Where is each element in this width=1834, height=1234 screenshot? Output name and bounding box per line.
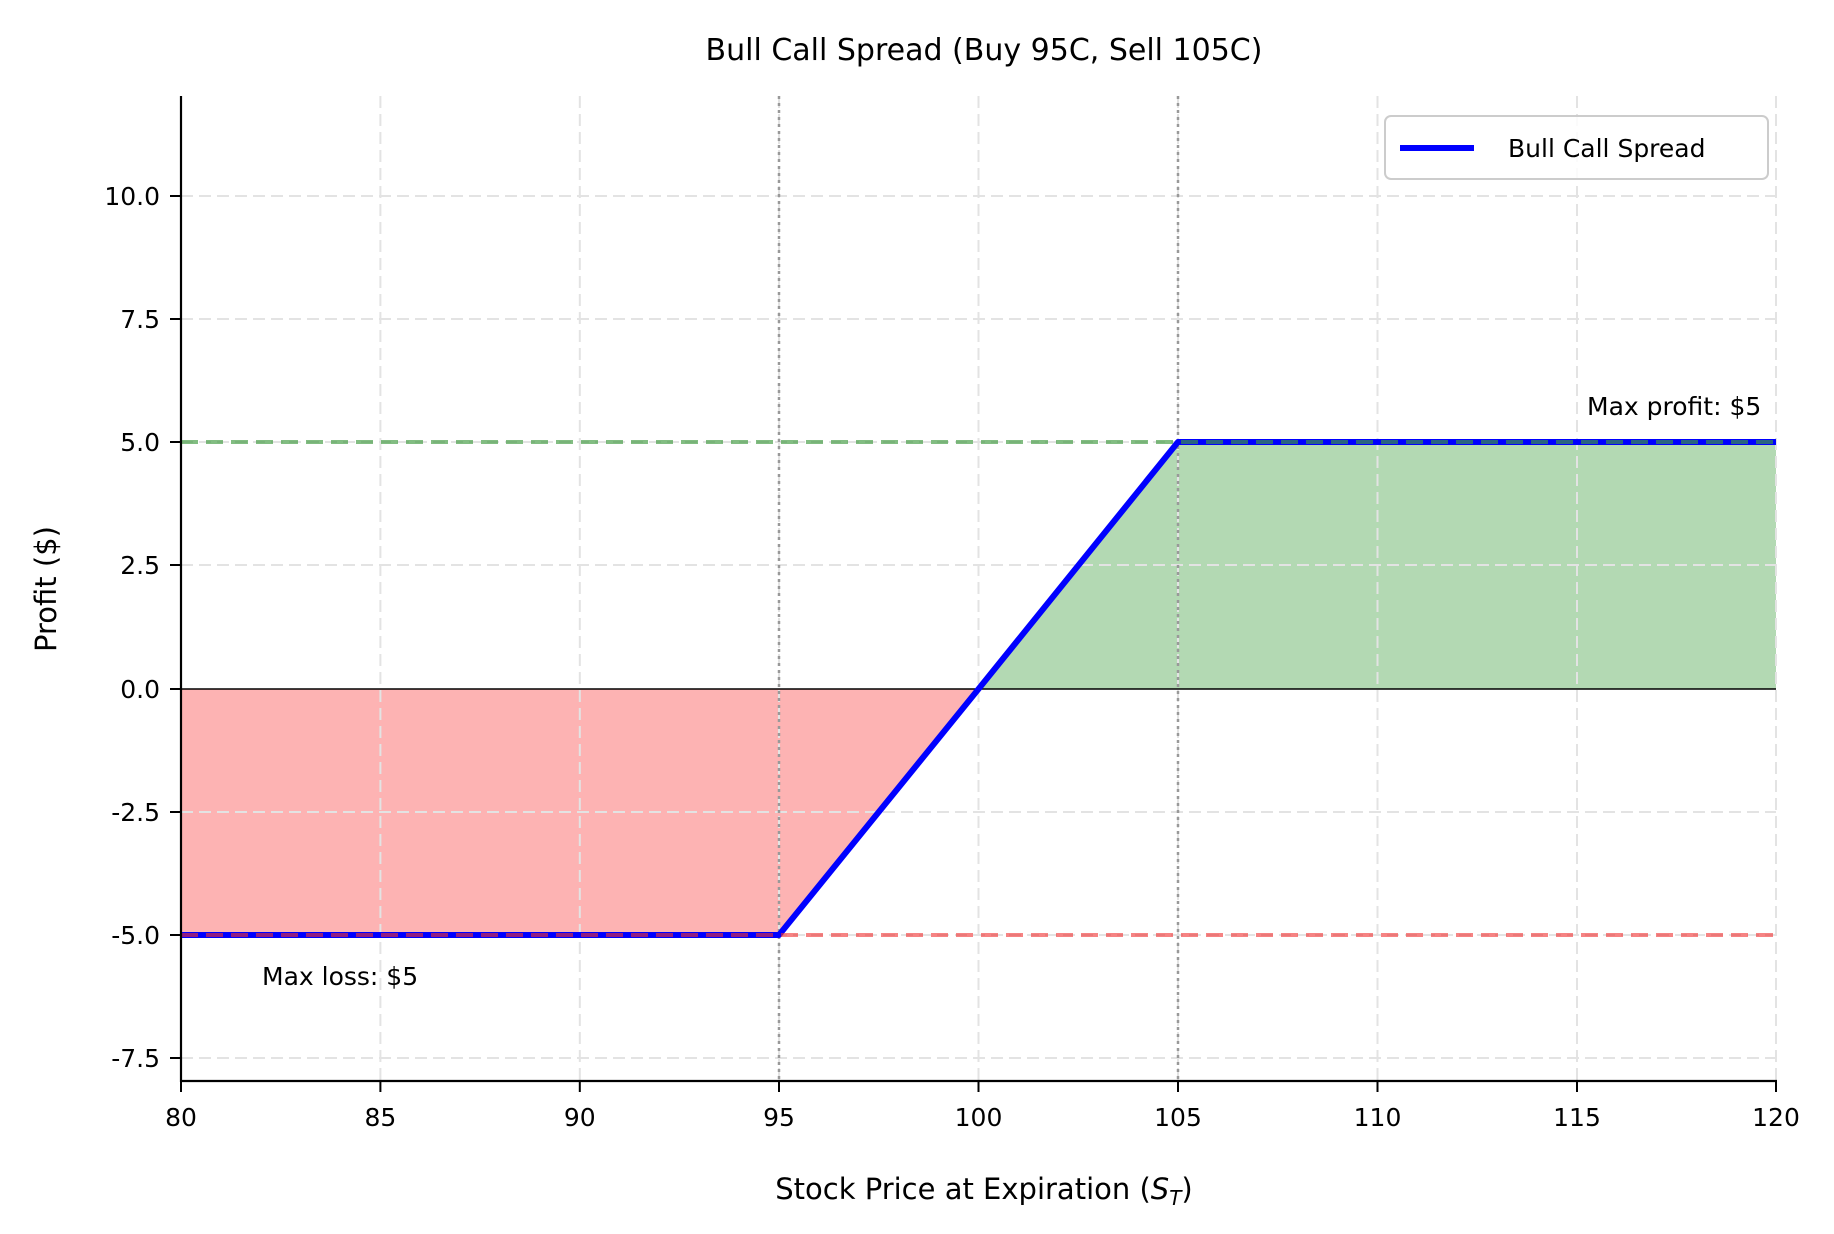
x-axis-label-close: ) xyxy=(1181,1172,1192,1206)
chart-title: Bull Call Spread (Buy 95C, Sell 105C) xyxy=(706,33,1263,68)
y-tick-marks xyxy=(170,195,181,1059)
y-tick-label: 7.5 xyxy=(120,305,160,334)
x-tick-label: 100 xyxy=(955,1103,1003,1132)
x-tick-label: 90 xyxy=(564,1103,596,1132)
legend-label: Bull Call Spread xyxy=(1508,134,1706,163)
x-axis-label-subscript: T xyxy=(1169,1186,1183,1210)
y-tick-label: -2.5 xyxy=(111,798,160,827)
y-tick-label: 2.5 xyxy=(120,551,160,580)
y-tick-label: 0.0 xyxy=(120,675,160,704)
max-loss-annotation: Max loss: $5 xyxy=(262,962,418,991)
grid-lines xyxy=(181,96,1777,1081)
y-axis-label: Profit ($) xyxy=(29,526,63,652)
y-tick-label: -7.5 xyxy=(111,1044,160,1073)
y-tick-label: 5.0 xyxy=(120,428,160,457)
bull-call-spread-line xyxy=(181,439,1776,938)
y-tick-labels: 10.0 7.5 5.0 2.5 0.0 -2.5 -5.0 -7.5 xyxy=(104,182,160,1073)
x-tick-label: 85 xyxy=(364,1103,396,1132)
x-tick-marks xyxy=(180,1081,1777,1092)
x-axis-label: Stock Price at Expiration (ST) xyxy=(775,1172,1193,1210)
x-tick-label: 80 xyxy=(165,1103,197,1132)
x-tick-label: 105 xyxy=(1154,1103,1202,1132)
x-tick-labels: 80 85 90 95 100 105 110 115 120 xyxy=(165,1103,1800,1132)
legend: Bull Call Spread xyxy=(1384,115,1769,180)
x-axis-label-text: Stock Price at Expiration ( xyxy=(775,1172,1151,1206)
x-tick-label: 95 xyxy=(763,1103,795,1132)
x-tick-label: 115 xyxy=(1553,1103,1601,1132)
x-tick-label: 110 xyxy=(1354,1103,1402,1132)
x-tick-label: 120 xyxy=(1752,1103,1800,1132)
x-axis-label-symbol: S xyxy=(1151,1172,1169,1206)
y-tick-label: -5.0 xyxy=(111,921,160,950)
y-tick-label: 10.0 xyxy=(104,182,160,211)
max-profit-annotation: Max profit: $5 xyxy=(1587,392,1761,421)
